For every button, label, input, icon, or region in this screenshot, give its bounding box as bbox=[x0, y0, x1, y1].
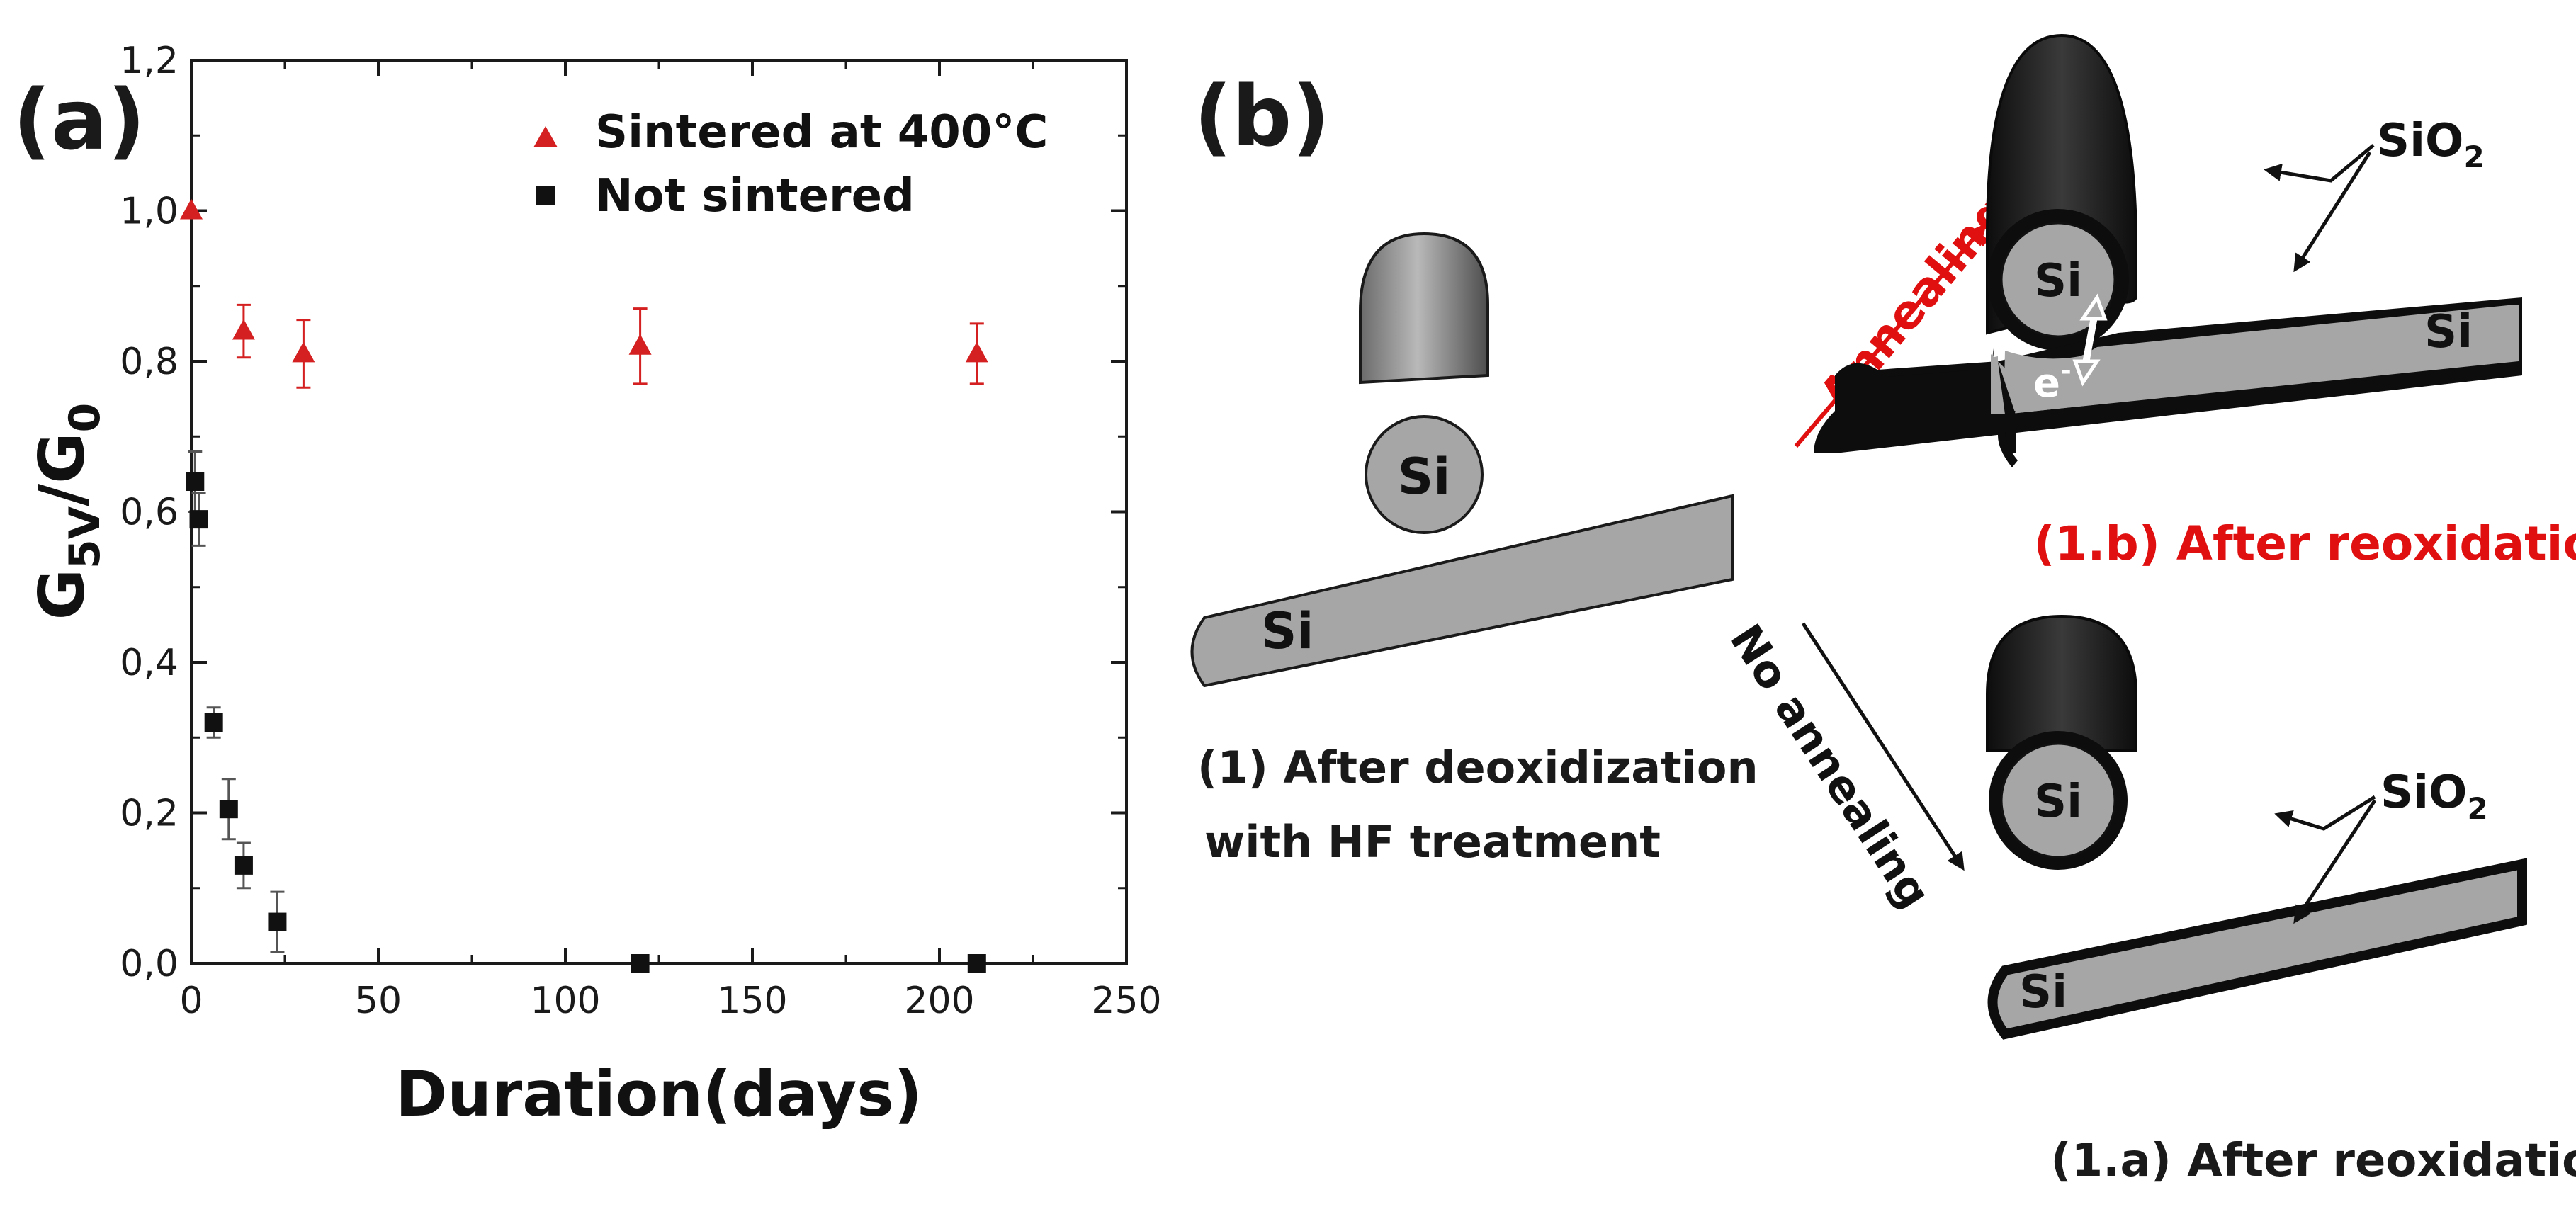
legend-marker-not-sintered bbox=[536, 186, 555, 205]
y-tick-label: 0,2 bbox=[120, 793, 179, 835]
x-tick-label: 250 bbox=[1091, 980, 1161, 1022]
si-label-bottom-wire: Si bbox=[1261, 602, 1314, 660]
panel-b: (b) Si Si (1) After deoxidization with H… bbox=[1190, 33, 2576, 1187]
y-tick-labels: 0,0 0,2 0,4 0,6 0,8 1,0 1,2 bbox=[120, 40, 179, 985]
data-point-not-sintered bbox=[219, 800, 238, 819]
electron-path-arrow bbox=[2072, 293, 2108, 387]
x-tick-label: 100 bbox=[530, 980, 600, 1022]
left-edge bbox=[1998, 361, 2016, 453]
left-cap bbox=[1998, 411, 2018, 468]
data-point-not-sintered bbox=[204, 713, 223, 732]
legend-label-sintered: Sintered at 400°C bbox=[595, 106, 1048, 159]
state-1-deoxidized: Si Si (1) After deoxidization with HF tr… bbox=[1190, 232, 1758, 868]
electron-e: e bbox=[2033, 361, 2060, 407]
x-tick-label: 150 bbox=[717, 980, 787, 1022]
caption-1b: (1.b) After reoxidation bbox=[2033, 516, 2576, 571]
y-tick-label: 0,0 bbox=[120, 943, 179, 985]
annealing-arrow bbox=[1794, 223, 1987, 448]
y-tick-label: 0,6 bbox=[120, 492, 179, 534]
y-tick-label: 0,4 bbox=[120, 642, 179, 684]
x-axis-label: Duration(days) bbox=[395, 1058, 922, 1130]
x-tick-label: 200 bbox=[904, 980, 974, 1022]
oxide-shell-top-wire bbox=[1986, 614, 2137, 752]
si-core bbox=[2000, 742, 2116, 858]
sio2-sub-a: 2 bbox=[2467, 791, 2487, 826]
sio2-sub: 2 bbox=[2463, 140, 2484, 174]
y-axis-label: G5V/G0 bbox=[26, 403, 110, 620]
caption-1a: (1.a) After reoxidation bbox=[2050, 1135, 2576, 1187]
data-point-sintered bbox=[292, 341, 315, 363]
caption-start-line2: with HF treatment bbox=[1204, 816, 1661, 868]
nanowire-bottom-not-annealed bbox=[1987, 858, 2527, 1040]
caption-start-line1: (1) After deoxidization bbox=[1197, 742, 1758, 793]
x-tick-label: 50 bbox=[355, 980, 402, 1022]
data-point-sintered bbox=[965, 341, 988, 363]
data-point-not-sintered bbox=[967, 954, 986, 973]
data-point-sintered bbox=[180, 198, 203, 220]
si-label-core-annealed: Si bbox=[2034, 255, 2082, 307]
si-core-annealed bbox=[2000, 222, 2116, 338]
plot-area bbox=[190, 59, 1128, 965]
x-tick-label: 0 bbox=[179, 980, 203, 1022]
sio2-pointer-1-annealed bbox=[2264, 144, 2375, 183]
series-sintered bbox=[180, 198, 988, 389]
si-label-top-wire: Si bbox=[1398, 448, 1450, 506]
wire-core-annealed bbox=[1991, 305, 2515, 414]
panel-a-label: (a) bbox=[13, 71, 146, 169]
legend: Sintered at 400°C Not sintered bbox=[533, 106, 1048, 222]
nanowire-bottom bbox=[1190, 494, 1734, 688]
nanowire-top-end bbox=[1365, 415, 1484, 534]
data-point-not-sintered bbox=[631, 954, 650, 973]
si-label-wire-annealed: Si bbox=[2424, 306, 2473, 358]
data-point-not-sintered bbox=[186, 472, 205, 491]
sio2-pointer-2-annealed bbox=[2293, 151, 2372, 273]
data-point-sintered bbox=[628, 334, 652, 355]
y-label-sub-0: 0 bbox=[60, 403, 110, 433]
data-point-sintered bbox=[232, 319, 255, 340]
sio2-pointer-2 bbox=[2293, 799, 2377, 924]
legend-marker-sintered bbox=[533, 126, 558, 147]
si-label-core: Si bbox=[2034, 776, 2082, 828]
nanowire-top-body bbox=[1359, 232, 1489, 385]
si-label-wire: Si bbox=[2019, 966, 2067, 1019]
y-label-slash-g: /G bbox=[26, 432, 98, 506]
y-label-sub-5v: 5V bbox=[60, 506, 110, 569]
y-label-g: G bbox=[26, 569, 98, 620]
sio2-main-a: SiO bbox=[2380, 766, 2467, 819]
no-annealing-arrow bbox=[1801, 622, 1965, 871]
data-point-not-sintered bbox=[234, 856, 253, 875]
series-not-sintered bbox=[186, 450, 986, 973]
sio2-label-annealed: SiO2 bbox=[2377, 115, 2485, 174]
y-tick-label: 1,0 bbox=[120, 191, 179, 233]
state-1a-not-annealed: Si Si SiO2 (1.a) After reoxidation bbox=[1986, 614, 2576, 1187]
y-tick-label: 1,2 bbox=[120, 40, 179, 82]
sio2-main: SiO bbox=[2377, 115, 2463, 167]
panel-a: (a) 0 50 100 150 200 250 0,0 0,2 0,4 0,6 0,8 1,0 1,… bbox=[13, 40, 1162, 1130]
panel-b-label: (b) bbox=[1194, 67, 1330, 165]
data-point-not-sintered bbox=[268, 912, 287, 931]
electron-label: e- bbox=[2033, 355, 2072, 407]
series-layer bbox=[180, 198, 988, 973]
state-1b-annealed: Si Si e- SiO2 (1.b) After reoxidation bbox=[1814, 33, 2576, 571]
axis-ticks bbox=[190, 59, 1128, 965]
electron-sup: - bbox=[2060, 355, 2072, 386]
data-point-not-sintered bbox=[189, 510, 208, 529]
sio2-pointer-1 bbox=[2274, 795, 2376, 831]
sio2-label: SiO2 bbox=[2380, 766, 2488, 826]
y-tick-label: 0,8 bbox=[120, 341, 179, 383]
legend-label-not-sintered: Not sintered bbox=[595, 170, 915, 222]
x-tick-labels: 0 50 100 150 200 250 bbox=[179, 980, 1161, 1022]
